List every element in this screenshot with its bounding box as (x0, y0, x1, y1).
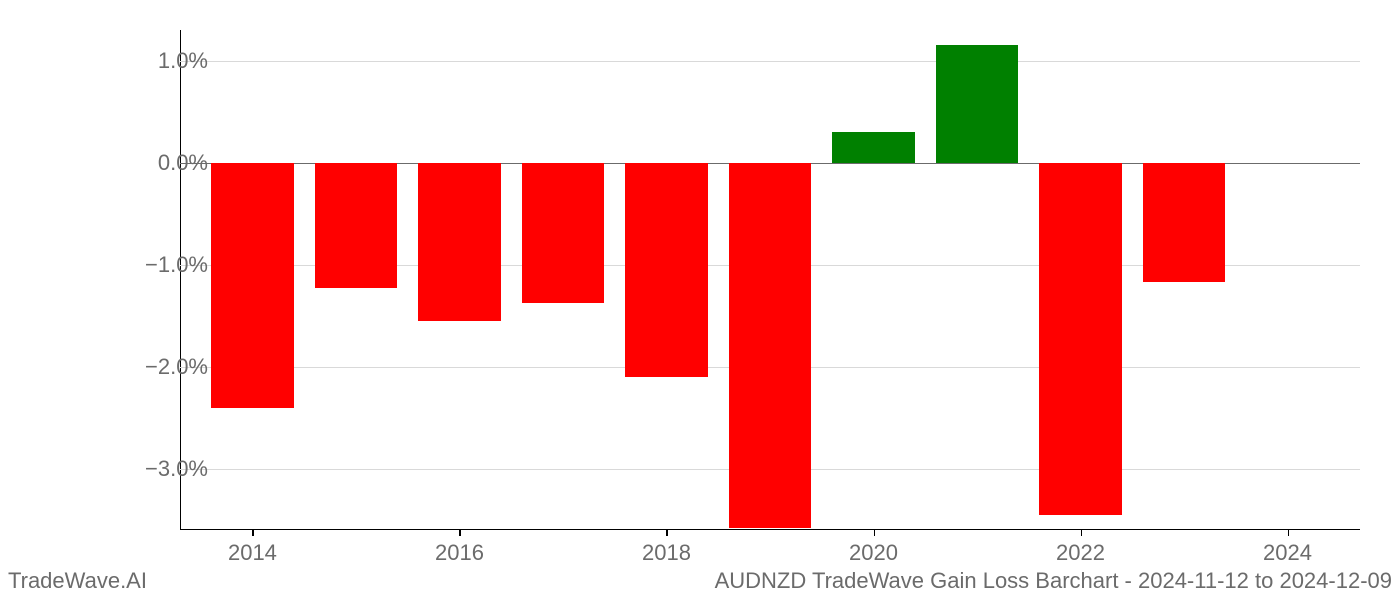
bar (1039, 163, 1122, 515)
xtick-mark (874, 530, 876, 536)
xtick-label: 2022 (1056, 540, 1105, 566)
xtick-mark (1288, 530, 1290, 536)
bar (315, 163, 398, 289)
xtick-label: 2016 (435, 540, 484, 566)
bar (729, 163, 812, 528)
footer-right-text: AUDNZD TradeWave Gain Loss Barchart - 20… (715, 568, 1392, 594)
bar (936, 45, 1019, 162)
xtick-label: 2014 (228, 540, 277, 566)
bar (625, 163, 708, 377)
xtick-label: 2024 (1263, 540, 1312, 566)
bar (1143, 163, 1226, 282)
xtick-mark (1081, 530, 1083, 536)
ytick-label: 0.0% (128, 150, 208, 176)
xtick-label: 2020 (849, 540, 898, 566)
ytick-label: 1.0% (128, 48, 208, 74)
xtick-mark (459, 530, 461, 536)
bar (418, 163, 501, 321)
bar (211, 163, 294, 408)
ytick-label: −3.0% (128, 456, 208, 482)
footer-left-text: TradeWave.AI (8, 568, 147, 594)
xtick-mark (666, 530, 668, 536)
xtick-label: 2018 (642, 540, 691, 566)
bar (522, 163, 605, 304)
chart-plot-area (180, 30, 1360, 530)
xtick-mark (252, 530, 254, 536)
bar (832, 132, 915, 163)
ytick-label: −2.0% (128, 354, 208, 380)
gridline (180, 61, 1360, 62)
ytick-label: −1.0% (128, 252, 208, 278)
